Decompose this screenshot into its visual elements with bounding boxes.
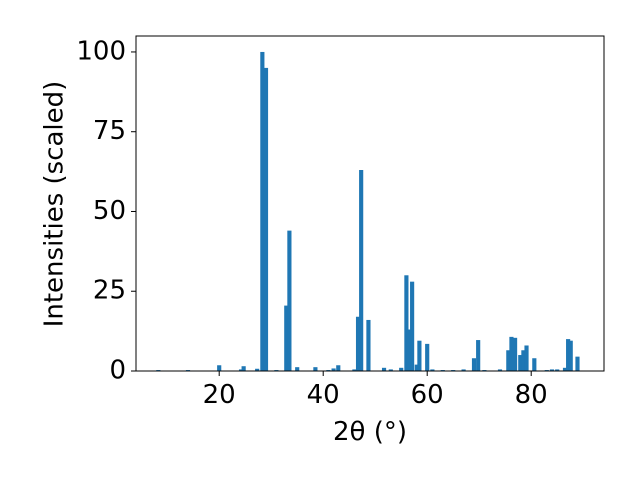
bar xyxy=(359,170,364,371)
y-tick-label: 100 xyxy=(76,36,126,66)
x-tick-label: 80 xyxy=(515,380,548,410)
bar xyxy=(476,340,481,371)
bar xyxy=(355,316,361,371)
bar xyxy=(513,337,518,371)
bar xyxy=(331,368,336,371)
x-tick-label: 20 xyxy=(203,380,236,410)
x-tick-label: 40 xyxy=(307,380,340,410)
bar xyxy=(532,358,537,371)
bar xyxy=(518,355,523,371)
plot-frame xyxy=(135,35,605,372)
bar xyxy=(287,230,292,371)
bar xyxy=(414,364,419,371)
bar xyxy=(336,365,341,371)
bar xyxy=(295,367,300,371)
bar xyxy=(430,369,435,371)
bar xyxy=(575,356,580,371)
y-tick-label: 75 xyxy=(93,116,126,146)
bar xyxy=(263,67,269,372)
bar xyxy=(417,340,422,371)
bar xyxy=(521,350,526,371)
bar xyxy=(406,329,412,371)
bar xyxy=(241,366,246,371)
bar xyxy=(284,305,289,371)
bar xyxy=(410,281,415,371)
bar xyxy=(568,340,573,371)
bar xyxy=(524,345,529,371)
bar xyxy=(366,319,371,371)
y-axis-label: Intensities (scaled) xyxy=(40,81,70,328)
bar xyxy=(506,350,511,371)
bar xyxy=(255,368,260,371)
bar xyxy=(217,365,222,371)
bar xyxy=(352,369,357,371)
y-tick-label: 25 xyxy=(93,276,126,306)
bar xyxy=(497,369,503,371)
bar xyxy=(425,343,430,371)
bar xyxy=(461,369,466,371)
bar xyxy=(555,369,560,371)
bar xyxy=(509,336,514,371)
bar xyxy=(381,367,387,371)
x-tick-label: 60 xyxy=(411,380,444,410)
bar xyxy=(399,367,404,371)
bar xyxy=(260,51,265,371)
bar xyxy=(549,369,555,371)
bar xyxy=(471,358,477,371)
y-tick-label: 0 xyxy=(109,356,126,386)
bar xyxy=(313,367,318,371)
x-axis-label: 2θ (°) xyxy=(333,417,407,447)
y-tick-label: 50 xyxy=(93,196,126,226)
bar xyxy=(566,339,571,371)
bar xyxy=(388,369,393,371)
bar xyxy=(238,369,244,371)
bar xyxy=(562,367,568,371)
bar xyxy=(404,275,409,371)
